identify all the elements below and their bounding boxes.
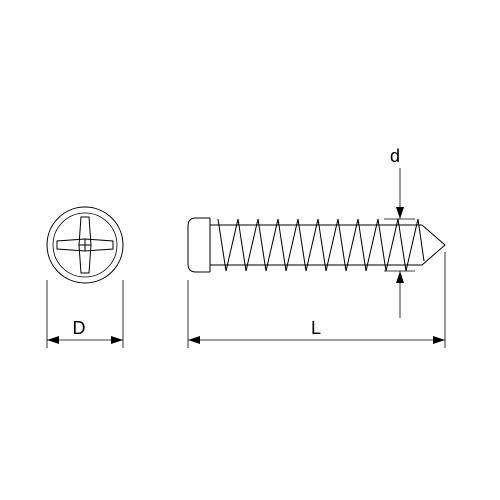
screw-side-view [188, 218, 445, 272]
screw-diagram: D [0, 0, 500, 500]
dimension-head-diameter: D [47, 280, 123, 348]
screw-head-side [188, 218, 210, 272]
phillips-cross [57, 217, 113, 273]
head-front-view [47, 207, 123, 283]
label-length: L [311, 318, 321, 338]
threads [218, 219, 424, 271]
screw-tip [422, 225, 445, 265]
label-head-diameter: D [73, 318, 86, 338]
label-thread-diameter: d [390, 146, 400, 166]
